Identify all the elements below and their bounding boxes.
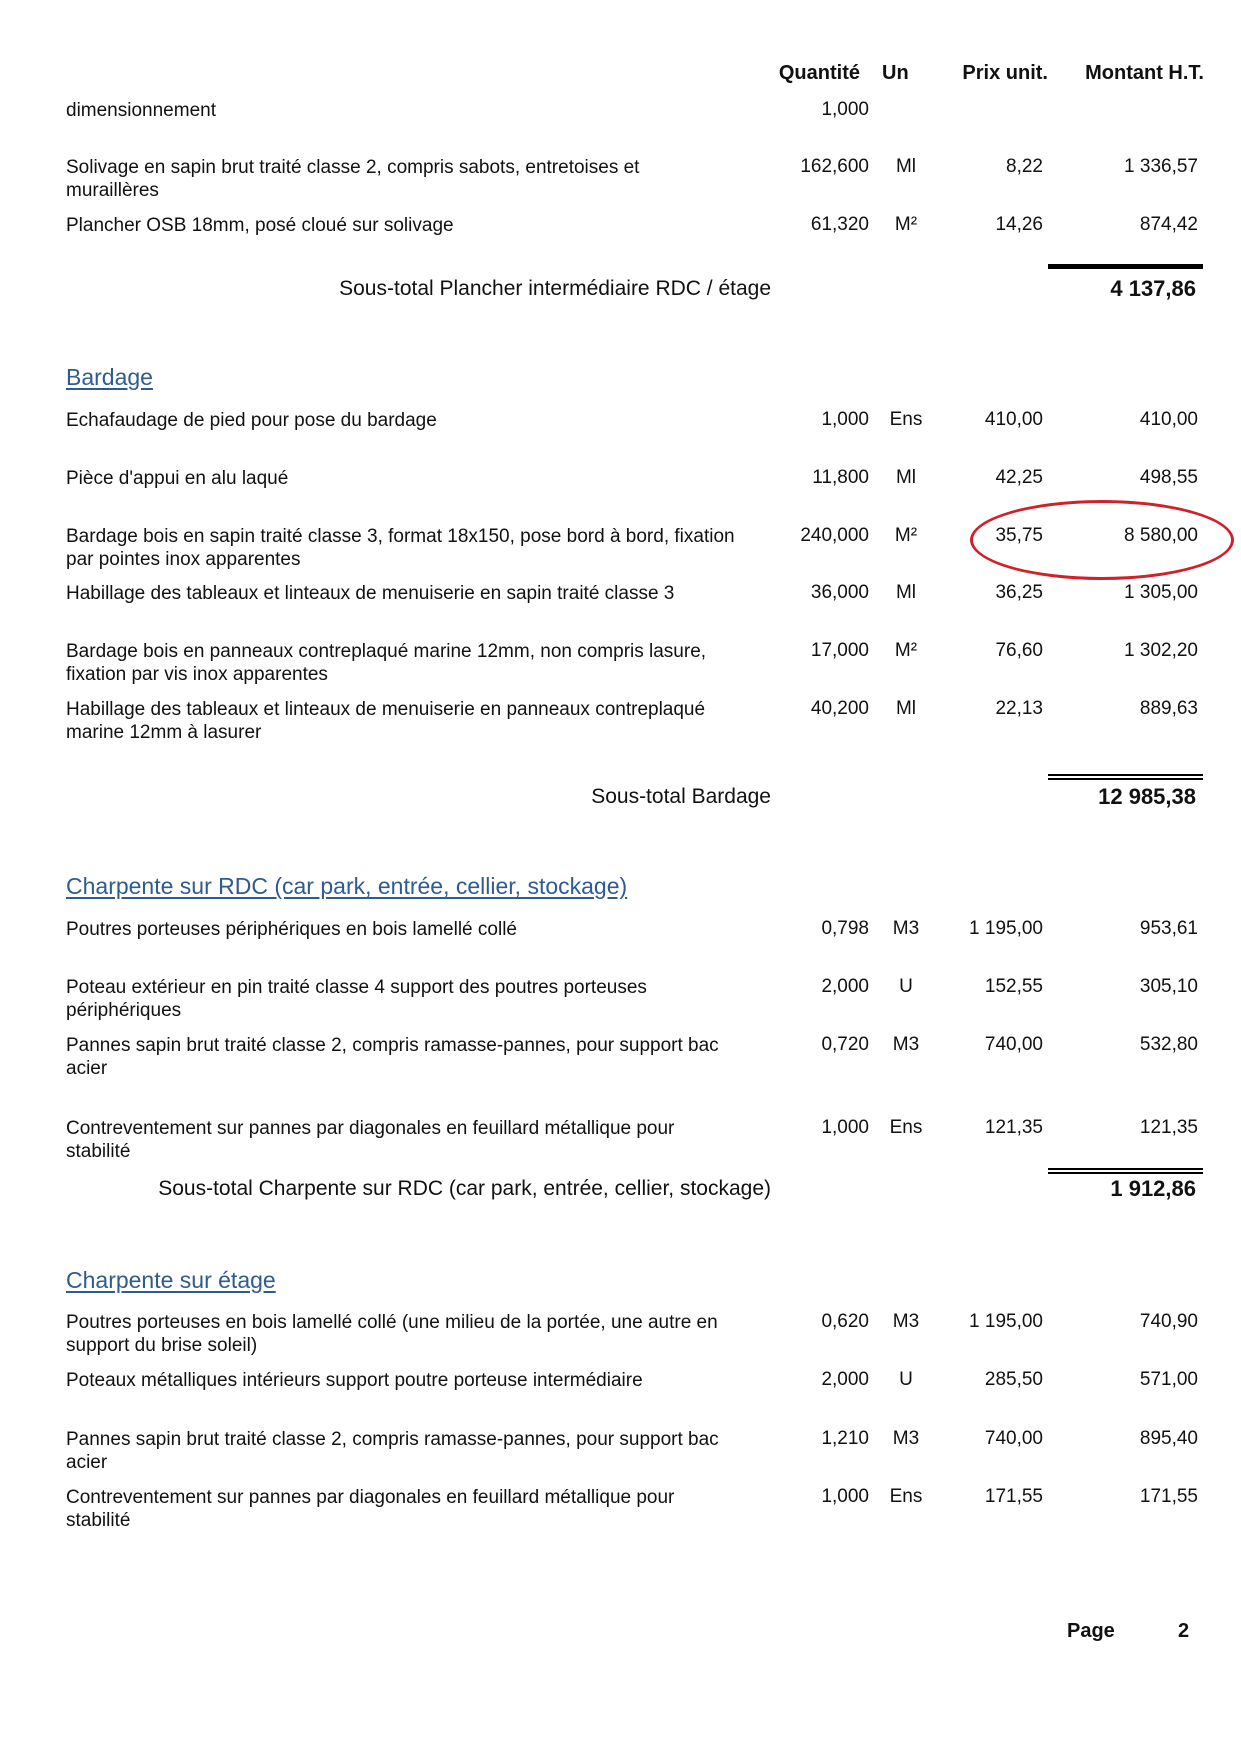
section-title: Bardage xyxy=(66,364,153,390)
line-item-unit: U xyxy=(899,1369,913,1390)
line-item-quantity: 240,000 xyxy=(800,525,869,546)
line-item-quantity: 61,320 xyxy=(810,214,869,235)
subtotal-amount: 12 985,38 xyxy=(1098,784,1196,809)
line-item-unit-price: 740,00 xyxy=(984,1428,1043,1449)
line-item-unit: M3 xyxy=(892,1428,920,1449)
subtotal-amount: 1 912,86 xyxy=(1110,1176,1196,1201)
line-item-unit-price: 8,22 xyxy=(1006,156,1043,177)
line-item-description: Plancher OSB 18mm, posé cloué sur soliva… xyxy=(66,215,454,236)
line-item-unit-price: 171,55 xyxy=(984,1486,1043,1507)
line-item-description: Poutres porteuses en bois lamellé collé … xyxy=(66,1312,718,1356)
page-number: 2 xyxy=(1178,1620,1190,1642)
section-title: Charpente sur étage xyxy=(66,1267,276,1293)
subtotal-rule xyxy=(1048,264,1203,269)
page-label: Page xyxy=(1067,1620,1115,1642)
line-item-unit: U xyxy=(899,976,913,997)
column-header-unit: Un xyxy=(882,62,909,84)
line-item-amount: 740,90 xyxy=(1139,1311,1198,1332)
line-item-unit: M3 xyxy=(892,1311,920,1332)
line-item-description: Bardage bois en panneaux contreplaqué ma… xyxy=(66,641,707,685)
line-item-description: Echafaudage de pied pour pose du bardage xyxy=(66,410,437,431)
line-item-amount: 874,42 xyxy=(1139,214,1198,235)
line-item-quantity: 2,000 xyxy=(821,1369,869,1390)
subtotal-label: Sous-total Charpente sur RDC (car park, … xyxy=(158,1177,771,1200)
line-item-unit-price: 410,00 xyxy=(984,409,1043,430)
line-item-description: dimensionnement xyxy=(66,100,216,121)
line-item-amount: 305,10 xyxy=(1139,976,1198,997)
line-item-quantity: 11,800 xyxy=(812,467,869,488)
line-item-unit: Ml xyxy=(895,156,917,177)
line-item-unit: Ens xyxy=(889,1486,923,1507)
line-item-quantity: 1,000 xyxy=(821,1486,869,1507)
subtotal-rule xyxy=(1048,774,1203,780)
column-header-amount: Montant H.T. xyxy=(1085,62,1204,84)
line-item-description: Habillage des tableaux et linteaux de me… xyxy=(66,699,706,743)
line-item-quantity: 2,000 xyxy=(821,976,869,997)
line-item-unit: Ml xyxy=(895,582,917,603)
line-item-quantity: 0,720 xyxy=(821,1034,869,1055)
line-item-unit: M² xyxy=(894,525,918,546)
line-item-amount: 571,00 xyxy=(1139,1369,1198,1390)
line-item-quantity: 36,000 xyxy=(810,582,869,603)
line-item-unit: Ens xyxy=(889,1117,923,1138)
line-item-amount: 410,00 xyxy=(1139,409,1198,430)
line-item-unit-price: 121,35 xyxy=(984,1117,1043,1138)
line-item-description: Contreventement sur pannes par diagonale… xyxy=(66,1487,675,1531)
line-item-amount: 1 302,20 xyxy=(1124,640,1198,661)
line-item-unit-price: 152,55 xyxy=(984,976,1043,997)
section-title: Charpente sur RDC (car park, entrée, cel… xyxy=(66,873,628,899)
line-item-quantity: 1,210 xyxy=(821,1428,869,1449)
line-item-amount: 1 336,57 xyxy=(1124,156,1198,177)
line-item-description: Poteaux métalliques intérieurs support p… xyxy=(66,1370,643,1391)
line-item-quantity: 162,600 xyxy=(800,156,869,177)
line-item-unit-price: 42,25 xyxy=(995,467,1043,488)
line-item-quantity: 1,000 xyxy=(821,409,869,430)
line-item-unit-price: 14,26 xyxy=(995,214,1043,235)
line-item-amount: 121,35 xyxy=(1139,1117,1198,1138)
line-item-description: Bardage bois en sapin traité classe 3, f… xyxy=(66,526,735,570)
column-header-quantite: Quantité xyxy=(778,62,860,84)
subtotal-rule xyxy=(1048,1168,1203,1174)
line-item-unit: Ml xyxy=(895,698,917,719)
line-item-description: Pannes sapin brut traité classe 2, compr… xyxy=(66,1429,719,1473)
line-item-description: Poteau extérieur en pin traité classe 4 … xyxy=(66,977,647,1021)
line-item-quantity: 0,798 xyxy=(821,918,869,939)
line-item-amount: 498,55 xyxy=(1139,467,1198,488)
line-item-description: Contreventement sur pannes par diagonale… xyxy=(66,1118,675,1162)
line-item-unit: M² xyxy=(894,214,918,235)
line-item-unit: Ml xyxy=(895,467,917,488)
subtotal-label: Sous-total Plancher intermédiaire RDC / … xyxy=(339,277,771,300)
line-item-unit: M² xyxy=(894,640,918,661)
line-item-quantity: 17,000 xyxy=(810,640,869,661)
line-item-amount: 532,80 xyxy=(1139,1034,1198,1055)
line-item-quantity: 0,620 xyxy=(821,1311,869,1332)
line-item-description: Solivage en sapin brut traité classe 2, … xyxy=(66,157,640,201)
line-item-amount: 171,55 xyxy=(1139,1486,1198,1507)
line-item-unit-price: 22,13 xyxy=(995,698,1043,719)
line-item-description: Habillage des tableaux et linteaux de me… xyxy=(66,583,675,604)
line-item-unit-price: 1 195,00 xyxy=(969,918,1043,939)
subtotal-amount: 4 137,86 xyxy=(1110,276,1196,301)
line-item-unit: M3 xyxy=(892,918,920,939)
line-item-quantity: 1,000 xyxy=(821,1117,869,1138)
line-item-description: Pannes sapin brut traité classe 2, compr… xyxy=(66,1035,719,1079)
line-item-description: Pièce d'appui en alu laqué xyxy=(66,468,289,489)
line-item-unit-price: 285,50 xyxy=(984,1369,1043,1390)
line-item-amount: 1 305,00 xyxy=(1124,582,1198,603)
annotation-circle xyxy=(970,500,1234,580)
line-item-description: Poutres porteuses périphériques en bois … xyxy=(66,919,517,940)
line-item-unit-price: 1 195,00 xyxy=(969,1311,1043,1332)
column-header-unit-price: Prix unit. xyxy=(962,62,1048,84)
line-item-amount: 953,61 xyxy=(1139,918,1198,939)
line-item-quantity: 1,000 xyxy=(821,99,869,120)
subtotal-label: Sous-total Bardage xyxy=(591,785,771,808)
line-item-unit-price: 36,25 xyxy=(995,582,1043,603)
line-item-quantity: 40,200 xyxy=(810,698,869,719)
line-item-amount: 889,63 xyxy=(1139,698,1198,719)
line-item-unit: M3 xyxy=(892,1034,920,1055)
line-item-amount: 895,40 xyxy=(1139,1428,1198,1449)
line-item-unit: Ens xyxy=(889,409,923,430)
line-item-unit-price: 740,00 xyxy=(984,1034,1043,1055)
line-item-unit-price: 76,60 xyxy=(995,640,1043,661)
